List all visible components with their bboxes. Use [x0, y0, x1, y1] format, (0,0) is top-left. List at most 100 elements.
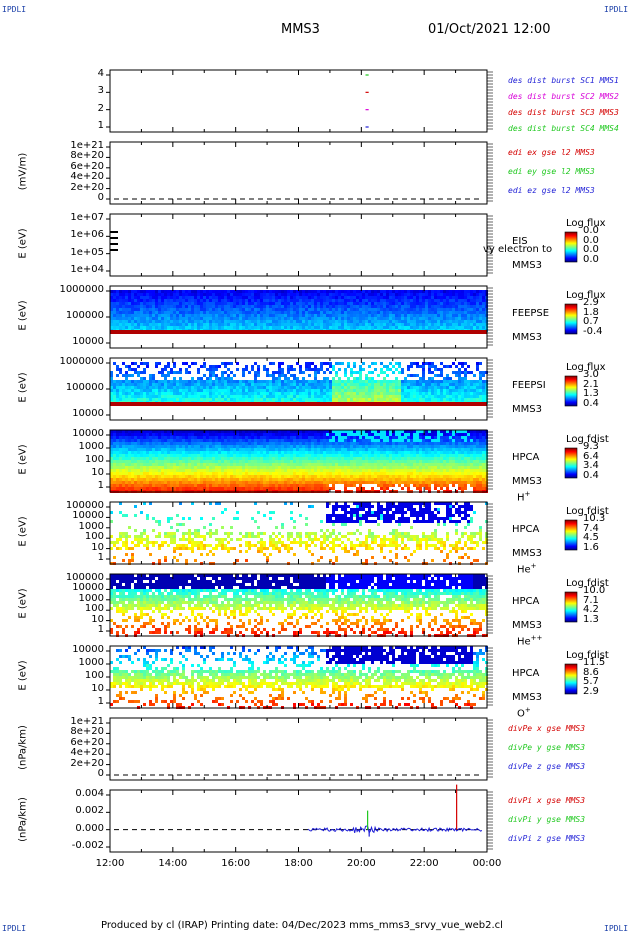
feepse-colorbar-value: 0.7: [583, 316, 599, 327]
hpca_he-instrument-label: HPCA: [512, 524, 540, 535]
eis-ytick-label: 1e+04: [70, 264, 104, 275]
feepsi-colorbar-value: 3.0: [583, 369, 599, 380]
edi-ytick-label: 8e+20: [70, 150, 104, 162]
divpi-z-trace: [307, 825, 483, 835]
hpca_he-colorbar-title: Log fdist: [566, 506, 609, 517]
feepse-ytick-label: 100000: [65, 310, 104, 321]
divpe-ytick-label: 1e+21: [70, 716, 104, 727]
footer-credits: Produced by cl (IRAP) Printing date: 04/…: [101, 920, 503, 931]
hpca_o-ytick-label: 1: [97, 696, 104, 707]
hpca_he-ytick-label: 100000: [65, 500, 104, 511]
hpca_hepp-colorbar-value: 7.1: [583, 594, 599, 606]
feepse-ytick-label: 1000000: [59, 284, 104, 295]
feepse-colorbar: [564, 303, 578, 335]
hpca_h-colorbar-title: Log fdist: [566, 434, 609, 445]
eis-frame: [109, 213, 488, 277]
burst-frame: [109, 69, 488, 133]
eis-ytick-label: 1e+05: [70, 246, 104, 258]
hpca_o-ylabel: E (eV): [17, 660, 29, 691]
divpe-ytick-label: 8e+20: [70, 726, 104, 738]
feepse-low-energy-band: [110, 330, 487, 334]
hpca_hepp-species-label: He++: [517, 634, 543, 648]
feepsi-spacecraft-label: MMS3: [512, 404, 542, 415]
hpca_he-ytick-label: 10000: [72, 510, 104, 522]
hpca_h-ytick-label: 10000: [72, 428, 104, 439]
edi-ytick-label: 6e+20: [70, 160, 104, 172]
feepsi-colorbar-value: 2.1: [583, 378, 599, 390]
x-axis-tick-label: 18:00: [284, 858, 313, 869]
hpca_o-ytick-label: 10000: [72, 644, 104, 655]
x-axis-tick-label: 12:00: [95, 858, 125, 869]
eis-spacecraft-label: MMS3: [512, 260, 542, 271]
burst-ytick-label: 4: [97, 68, 104, 79]
edi-ytick-label: 4e+20: [70, 171, 104, 183]
hpca_h-spacecraft-label: MMS3: [512, 476, 542, 487]
hpca_he-spacecraft-label: MMS3: [512, 548, 542, 559]
edi-ytick-label: 2e+20: [70, 181, 104, 193]
feepse-colorbar-value: -0.4: [583, 325, 603, 337]
divpi-legend-item: divPi x gse MMS3: [508, 796, 586, 805]
hpca_h-colorbar-value: 3.4: [583, 460, 599, 471]
divpi-ytick-label: 0.004: [75, 788, 104, 799]
burst-legend-item: des dist burst SC3 MMS3: [508, 108, 619, 117]
hpca_h-instrument-label: HPCA: [512, 452, 540, 463]
divpe-legend-item: divPe y gse MMS3: [508, 743, 586, 752]
hpca_hepp-instrument-label: HPCA: [512, 596, 540, 607]
eis-overflow-label: vy electron to: [483, 244, 553, 255]
edi-ylabel: (mV/m): [17, 152, 29, 191]
hpca_he-colorbar: [564, 519, 578, 551]
feepse-spectrogram: [110, 290, 488, 332]
hpca_o-spectrogram: [110, 646, 488, 709]
hpca_h-species-label: H+: [517, 490, 531, 504]
hpca_o-ytick-label: 1000: [78, 657, 104, 668]
burst-ytick-label: 2: [97, 102, 104, 114]
feepsi-colorbar-title: Log flux: [566, 362, 606, 373]
hpca_o-colorbar-value: 8.6: [583, 666, 599, 678]
eis-ytick-label: 1e+07: [70, 212, 104, 223]
divpi-ytick-label: 0.000: [75, 822, 104, 834]
hpca_hepp-colorbar-title: Log fdist: [566, 578, 609, 589]
eis-colorbar-value: 0.0: [583, 234, 599, 246]
x-axis-tick-label: 22:00: [409, 858, 439, 869]
hpca_o-ytick-label: 10: [91, 683, 104, 694]
hpca_he-species-label: He+: [517, 562, 537, 576]
feepse-colorbar-value: 1.8: [583, 306, 599, 318]
divpe-ytick-label: 0: [97, 768, 104, 779]
hpca_he-ytick-label: 1: [97, 552, 104, 563]
hpca_o-colorbar-value: 11.5: [583, 657, 606, 668]
hpca_o-instrument-label: HPCA: [512, 668, 540, 679]
feepse-ylabel: E (eV): [17, 300, 29, 331]
divpe-ytick-label: 4e+20: [70, 747, 104, 759]
eis-colorbar-value: 0.0: [583, 244, 599, 255]
divpe-ytick-label: 6e+20: [70, 736, 104, 748]
edi-legend-item: edi ex gse l2 MMS3: [508, 148, 595, 157]
hpca_he-ylabel: E (eV): [17, 516, 29, 547]
divpi-ylabel: (nPa/km): [17, 797, 29, 842]
hpca_hepp-colorbar-value: 1.3: [583, 613, 599, 625]
feepsi-colorbar: [564, 375, 578, 407]
hpca_hepp-spectrogram: [110, 574, 488, 637]
hpca_hepp-ytick-label: 100000: [65, 572, 104, 583]
hpca_h-ytick-label: 1: [97, 480, 104, 491]
feepsi-colorbar-value: 1.3: [583, 388, 599, 399]
hpca_he-colorbar-value: 10.3: [583, 513, 606, 524]
hpca_o-colorbar-title: Log fdist: [566, 650, 609, 661]
hpca_hepp-ytick-label: 100: [84, 603, 104, 615]
eis-instrument-label: EIS: [512, 236, 528, 247]
feepsi-colorbar-value: 0.4: [583, 397, 599, 409]
feepse-instrument-label: FEEPSE: [512, 308, 550, 319]
eis-colorbar: [564, 231, 578, 263]
edi-legend-item: edi ez gse l2 MMS3: [508, 186, 595, 195]
hpca_h-colorbar-value: 6.4: [583, 450, 599, 462]
corner-label-bottom-right: IPDLI: [604, 924, 629, 933]
edi-ytick-label: 0: [97, 192, 104, 203]
corner-label-top-left: IPDLI: [2, 5, 27, 14]
hpca_he-ytick-label: 10: [91, 541, 104, 553]
divpe-legend-item: divPe z gse MMS3: [508, 762, 586, 771]
hpca_he-colorbar-value: 4.5: [583, 532, 599, 543]
x-axis-tick-label: 14:00: [158, 858, 188, 869]
hpca_o-ytick-label: 100: [84, 670, 104, 681]
feepsi-ylabel: E (eV): [17, 372, 29, 403]
feepsi-ytick-label: 1000000: [59, 356, 104, 367]
